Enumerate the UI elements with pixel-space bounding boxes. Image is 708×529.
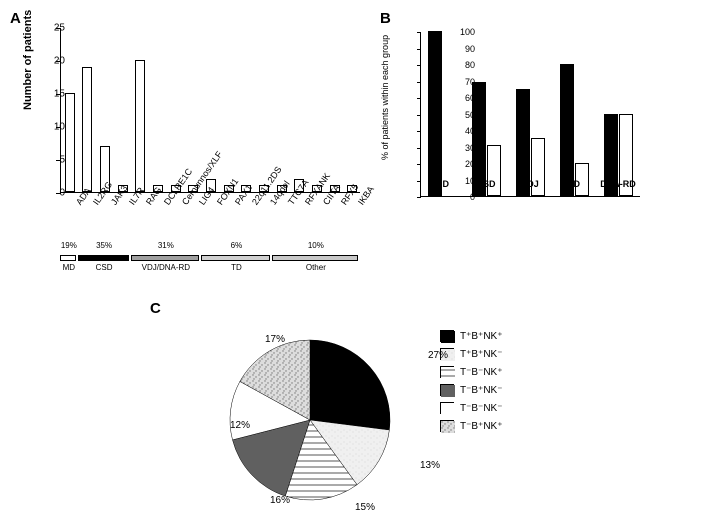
panel-b-category: MD xyxy=(435,179,449,189)
legend-label: T⁻B⁺NK⁺ xyxy=(460,421,503,432)
panel-b-bar xyxy=(560,64,574,196)
panel-b-bar xyxy=(428,31,442,196)
panel-c-legend-item: T⁻B⁺NK⁺ xyxy=(440,420,503,432)
pie-pct-label: 15% xyxy=(355,502,375,513)
panel-a-group-label: VDJ/DNA-RD xyxy=(131,263,202,272)
pie-pct-label: 12% xyxy=(230,420,250,431)
panel-a-group-pct: 19% xyxy=(60,241,78,250)
panel-a-ylabel: Number of patients xyxy=(22,10,34,110)
pie-slice xyxy=(310,340,390,430)
panel-c-legend-item: T⁺B⁺NK⁻ xyxy=(440,348,503,360)
panel-a: A Number of patients 19%MD35%CSD31%VDJ/D… xyxy=(10,10,370,290)
panel-b-chart xyxy=(420,32,640,197)
panel-c-legend-item: T⁻B⁻NK⁻ xyxy=(440,402,503,414)
panel-a-group-label: MD xyxy=(60,263,78,272)
panel-a-bar xyxy=(65,93,75,192)
legend-label: T⁻B⁻NK⁻ xyxy=(460,403,503,414)
panel-b-ytick: 30 xyxy=(455,143,475,153)
panel-a-group-segment xyxy=(60,255,76,261)
legend-label: T⁺B⁺NK⁺ xyxy=(460,331,503,342)
panel-b-ytick: 80 xyxy=(455,60,475,70)
panel-a-group-label: CSD xyxy=(78,263,131,272)
panel-b: B % of patients within each group Lympho… xyxy=(380,10,700,250)
panel-b-ytick: 60 xyxy=(455,93,475,103)
panel-c-label: C xyxy=(150,300,161,317)
panel-a-group-pct: 6% xyxy=(201,241,272,250)
panel-b-ytick: 100 xyxy=(455,27,475,37)
panel-b-category: VDJ xyxy=(521,179,539,189)
panel-a-group-pct: 31% xyxy=(131,241,202,250)
panel-b-ytick: 50 xyxy=(455,110,475,120)
legend-swatch xyxy=(440,420,454,432)
panel-b-ytick: 40 xyxy=(455,126,475,136)
panel-a-group-segment xyxy=(272,255,358,261)
panel-b-label: B xyxy=(380,10,391,27)
panel-a-ytick: 5 xyxy=(45,155,65,166)
panel-b-category: CSD xyxy=(476,179,495,189)
panel-b-ytick: 70 xyxy=(455,77,475,87)
panel-b-category: TD xyxy=(568,179,580,189)
legend-swatch xyxy=(440,402,454,414)
panel-a-bar xyxy=(82,67,92,192)
panel-c-legend-item: T⁺B⁺NK⁺ xyxy=(440,330,503,342)
panel-a-group-pct: 35% xyxy=(78,241,131,250)
legend-label: T⁺B⁺NK⁻ xyxy=(460,349,503,360)
legend-swatch xyxy=(440,330,454,342)
panel-c-legend-item: T⁻B⁺NK⁻ xyxy=(440,384,503,396)
legend-label: T⁻B⁺NK⁻ xyxy=(460,385,503,396)
legend-label: T⁻B⁻NK⁺ xyxy=(460,367,503,378)
panel-b-ytick: 20 xyxy=(455,159,475,169)
pie-pct-label: 27% xyxy=(428,350,448,361)
panel-a-ytick: 15 xyxy=(45,89,65,100)
panel-a-label: A xyxy=(10,10,21,27)
panel-c-legend: T⁺B⁺NK⁺ T⁺B⁺NK⁻ T⁻B⁻NK⁺ T⁻B⁺NK⁻ T⁻B⁻NK⁻ T⁻B⁺N… xyxy=(440,330,503,438)
panel-b-category: DNA-RD xyxy=(600,179,636,189)
panel-a-ytick: 25 xyxy=(45,23,65,34)
panel-c: C T⁺B⁺NK⁺ T⁺B⁺NK⁻ T⁻B⁻NK⁺ T⁻B⁺NK⁻ T⁻B⁻NK⁻ T⁻B… xyxy=(150,300,570,520)
panel-a-ytick: 20 xyxy=(45,56,65,67)
pie-pct-label: 13% xyxy=(420,460,440,471)
panel-a-group-segment xyxy=(78,255,129,261)
panel-b-ytick: 90 xyxy=(455,44,475,54)
panel-b-ytick: 10 xyxy=(455,176,475,186)
pie-pct-label: 16% xyxy=(270,495,290,506)
panel-a-group-bar: 19%MD35%CSD31%VDJ/DNA-RD6%TD10%Other xyxy=(60,245,360,285)
panel-c-legend-item: T⁻B⁻NK⁺ xyxy=(440,366,503,378)
panel-a-ytick: 10 xyxy=(45,122,65,133)
panel-a-ytick: 0 xyxy=(45,188,65,199)
panel-a-group-pct: 10% xyxy=(272,241,360,250)
panel-a-group-label: Other xyxy=(272,263,360,272)
panel-a-bar xyxy=(135,60,145,192)
panel-a-group-label: TD xyxy=(201,263,272,272)
legend-swatch xyxy=(440,384,454,396)
legend-swatch xyxy=(440,366,454,378)
panel-b-ytick: 0 xyxy=(455,192,475,202)
panel-a-group-segment xyxy=(131,255,200,261)
panel-a-group-segment xyxy=(201,255,270,261)
pie-pct-label: 17% xyxy=(265,334,285,345)
panel-b-ylabel: % of patients within each group xyxy=(380,35,390,160)
